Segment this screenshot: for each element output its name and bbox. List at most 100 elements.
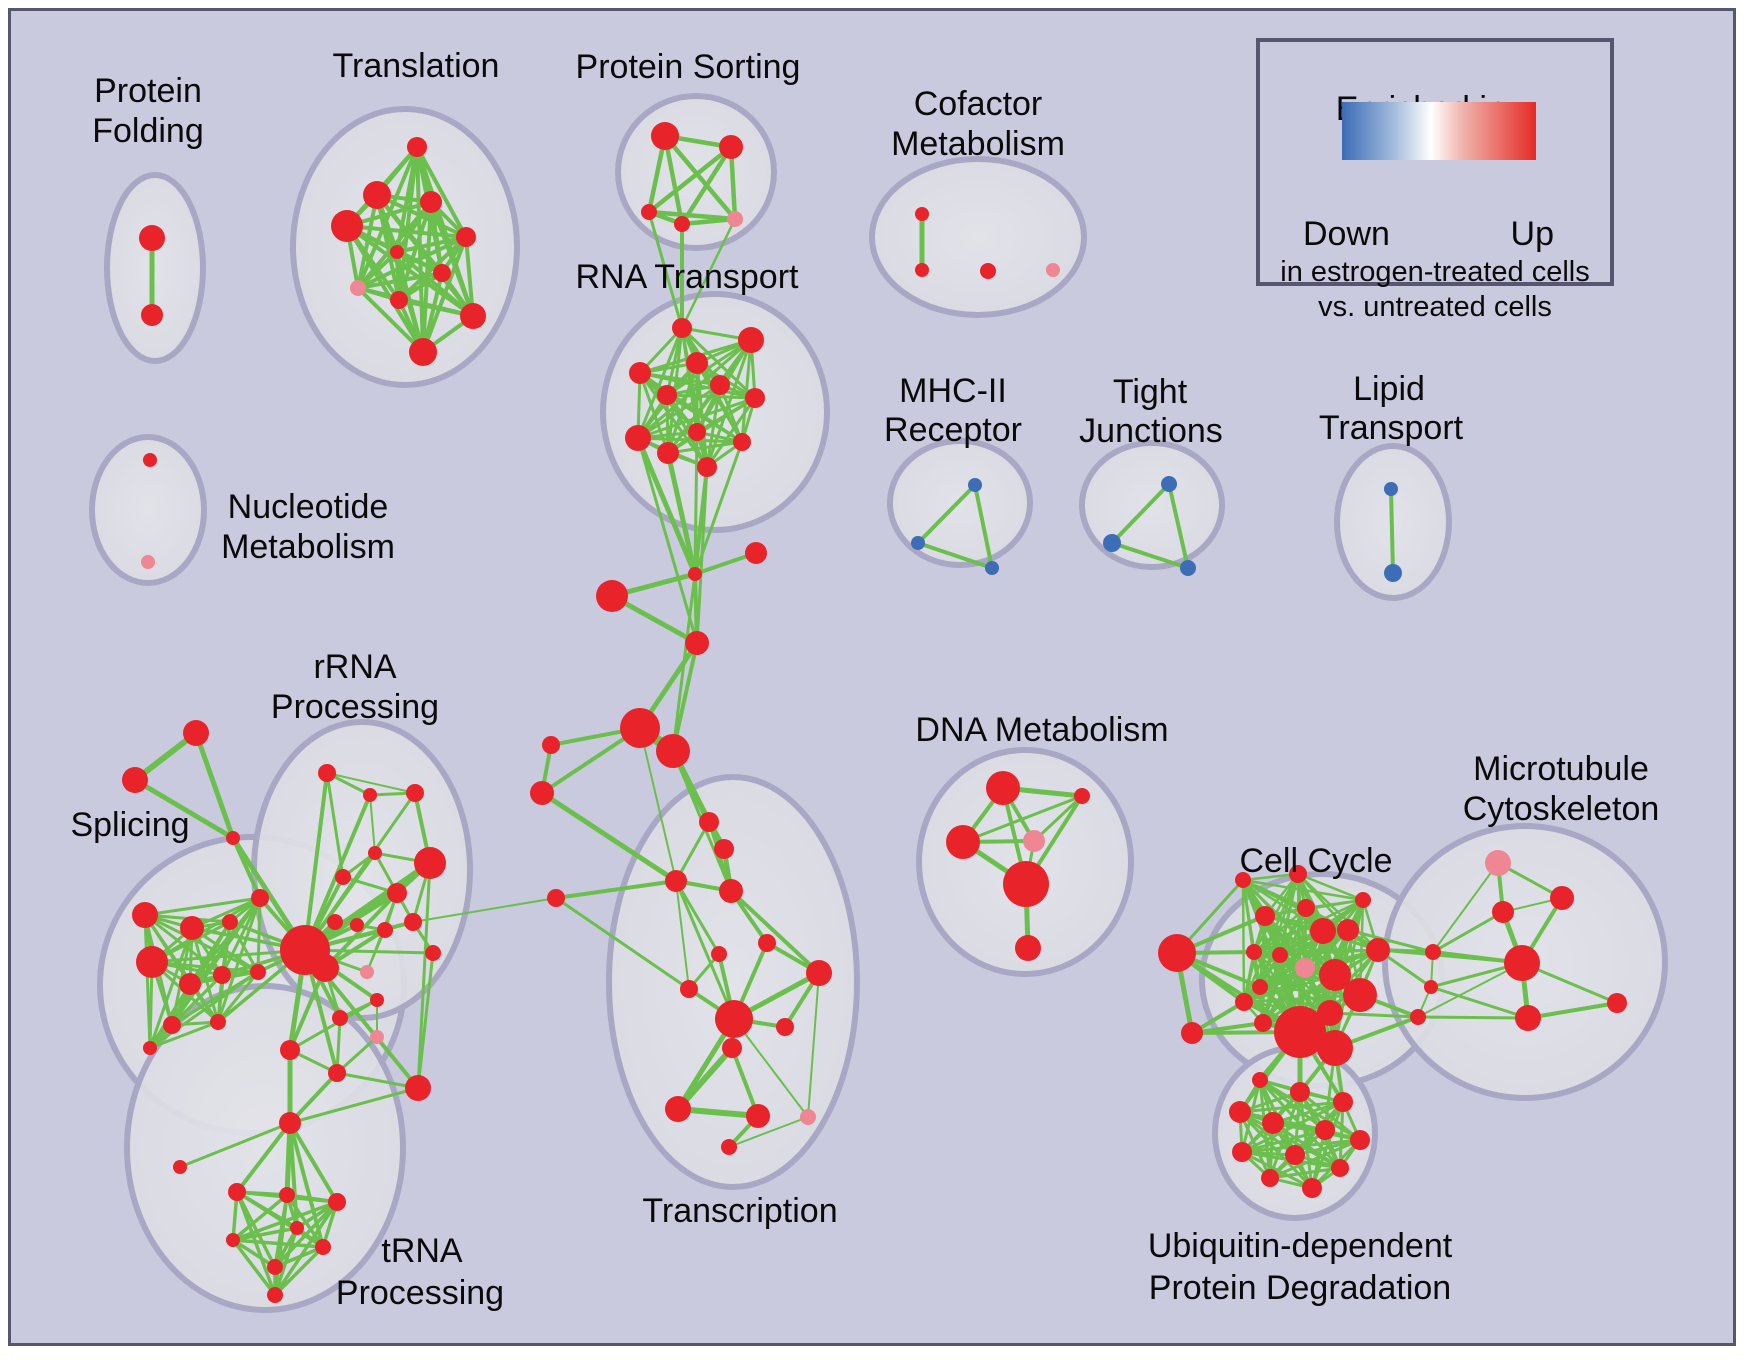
- node-rna-transport-0[interactable]: [672, 318, 692, 338]
- node-rna-transport-7[interactable]: [625, 425, 651, 451]
- node-cell-cycle-6[interactable]: [1295, 958, 1315, 978]
- node-protein-sorting-0[interactable]: [651, 122, 679, 150]
- node-rrna-processing-20[interactable]: [311, 954, 339, 982]
- node-rna-transport-6[interactable]: [745, 388, 765, 408]
- node-transcription-7[interactable]: [596, 580, 628, 612]
- node-tight-junctions-0[interactable]: [1161, 476, 1177, 492]
- node-dna-metabolism-4[interactable]: [1003, 861, 1049, 907]
- node-dna-metabolism-3[interactable]: [1023, 830, 1045, 852]
- node-rna-transport-11[interactable]: [697, 457, 717, 477]
- node-ubiquitin-degradation-9[interactable]: [1331, 1159, 1349, 1177]
- node-trna-processing-8[interactable]: [267, 1259, 283, 1275]
- node-rrna-processing-18[interactable]: [405, 1075, 431, 1101]
- node-cell-cycle-5[interactable]: [1272, 947, 1288, 963]
- node-tight-junctions-2[interactable]: [1180, 560, 1196, 576]
- node-rrna-processing-2[interactable]: [406, 784, 424, 802]
- node-rna-transport-1[interactable]: [738, 327, 764, 353]
- node-transcription-10[interactable]: [714, 839, 734, 859]
- node-rrna-processing-1[interactable]: [363, 788, 377, 802]
- node-rrna-processing-16[interactable]: [328, 1064, 346, 1082]
- node-rna-transport-3[interactable]: [629, 362, 651, 384]
- node-splicing-11[interactable]: [210, 1014, 226, 1030]
- node-rrna-processing-13[interactable]: [332, 1010, 348, 1026]
- node-dna-metabolism-2[interactable]: [946, 825, 980, 859]
- node-splicing-1[interactable]: [122, 767, 148, 793]
- node-transcription-15[interactable]: [680, 980, 698, 998]
- node-microtubule-cytoskeleton-1[interactable]: [1550, 886, 1574, 910]
- node-protein-folding-0[interactable]: [139, 225, 165, 251]
- node-dna-metabolism-1[interactable]: [1074, 788, 1090, 804]
- node-cell-cycle-21[interactable]: [1181, 1022, 1203, 1044]
- node-cell-cycle-11[interactable]: [1317, 1000, 1343, 1026]
- node-microtubule-cytoskeleton-3[interactable]: [1504, 945, 1540, 981]
- node-ubiquitin-degradation-10[interactable]: [1261, 1169, 1279, 1187]
- node-ubiquitin-degradation-6[interactable]: [1350, 1130, 1370, 1150]
- node-splicing-8[interactable]: [213, 966, 231, 984]
- node-transcription-16[interactable]: [806, 960, 832, 986]
- node-splicing-13[interactable]: [143, 1041, 157, 1055]
- node-rna-transport-2[interactable]: [686, 352, 708, 374]
- node-translation-8[interactable]: [390, 291, 408, 309]
- node-rrna-processing-14[interactable]: [370, 993, 384, 1007]
- node-rrna-processing-12[interactable]: [360, 965, 374, 979]
- node-trna-processing-7[interactable]: [315, 1239, 331, 1255]
- node-rna-transport-9[interactable]: [657, 442, 679, 464]
- node-protein-sorting-3[interactable]: [674, 216, 690, 232]
- node-trna-processing-9[interactable]: [267, 1287, 283, 1303]
- node-transcription-19[interactable]: [776, 1018, 794, 1036]
- node-ubiquitin-degradation-8[interactable]: [1285, 1145, 1305, 1165]
- node-trna-processing-2[interactable]: [228, 1183, 246, 1201]
- node-rna-transport-4[interactable]: [710, 375, 730, 395]
- node-cell-cycle-17[interactable]: [1235, 872, 1251, 888]
- node-dna-metabolism-0[interactable]: [986, 771, 1020, 805]
- node-rrna-processing-4[interactable]: [335, 869, 351, 885]
- node-splicing-10[interactable]: [163, 1016, 181, 1034]
- node-protein-sorting-4[interactable]: [727, 211, 743, 227]
- node-cell-cycle-8[interactable]: [1366, 938, 1390, 962]
- node-splicing-0[interactable]: [183, 720, 209, 746]
- node-microtubule-cytoskeleton-4[interactable]: [1515, 1005, 1541, 1031]
- node-trna-processing-4[interactable]: [328, 1193, 346, 1211]
- node-splicing-4[interactable]: [180, 916, 204, 940]
- node-cell-cycle-2[interactable]: [1310, 918, 1336, 944]
- node-splicing-9[interactable]: [250, 964, 266, 980]
- node-rrna-processing-15[interactable]: [280, 1040, 300, 1060]
- node-rna-transport-10[interactable]: [733, 433, 751, 451]
- node-cell-cycle-3[interactable]: [1337, 919, 1359, 941]
- node-translation-3[interactable]: [420, 191, 442, 213]
- node-transcription-12[interactable]: [719, 879, 743, 903]
- node-ubiquitin-degradation-7[interactable]: [1232, 1142, 1252, 1162]
- node-trna-processing-0[interactable]: [279, 1112, 301, 1134]
- node-rrna-processing-5[interactable]: [387, 883, 407, 903]
- node-tight-junctions-1[interactable]: [1103, 534, 1121, 552]
- node-nucleotide-metabolism-1[interactable]: [141, 555, 155, 569]
- node-transcription-5[interactable]: [688, 567, 702, 581]
- node-splicing-3[interactable]: [132, 902, 158, 928]
- node-cell-cycle-12[interactable]: [1343, 978, 1377, 1012]
- node-translation-10[interactable]: [409, 338, 437, 366]
- node-transcription-14[interactable]: [758, 934, 776, 952]
- node-cell-cycle-1[interactable]: [1297, 899, 1315, 917]
- node-cell-cycle-14[interactable]: [1274, 1006, 1326, 1058]
- node-mhc-ii-receptor-1[interactable]: [911, 536, 925, 550]
- node-rrna-processing-11[interactable]: [425, 945, 441, 961]
- node-microtubule-cytoskeleton-7[interactable]: [1424, 980, 1438, 994]
- node-cell-cycle-7[interactable]: [1319, 959, 1351, 991]
- node-dna-metabolism-5[interactable]: [1015, 935, 1041, 961]
- node-transcription-9[interactable]: [699, 812, 719, 832]
- node-rrna-processing-8[interactable]: [350, 918, 364, 932]
- node-transcription-4[interactable]: [547, 889, 565, 907]
- node-cofactor-metabolism-2[interactable]: [980, 263, 996, 279]
- node-transcription-0[interactable]: [620, 708, 660, 748]
- node-protein-sorting-2[interactable]: [641, 204, 657, 220]
- node-splicing-7[interactable]: [179, 973, 201, 995]
- node-splicing-2[interactable]: [226, 831, 240, 845]
- node-nucleotide-metabolism-0[interactable]: [143, 453, 157, 467]
- node-ubiquitin-degradation-2[interactable]: [1333, 1092, 1353, 1112]
- node-cell-cycle-19[interactable]: [1355, 892, 1371, 908]
- node-microtubule-cytoskeleton-2[interactable]: [1492, 901, 1514, 923]
- node-protein-folding-1[interactable]: [141, 304, 163, 326]
- node-transcription-13[interactable]: [711, 946, 727, 962]
- node-rrna-processing-7[interactable]: [327, 914, 343, 930]
- node-rrna-processing-3[interactable]: [368, 846, 382, 860]
